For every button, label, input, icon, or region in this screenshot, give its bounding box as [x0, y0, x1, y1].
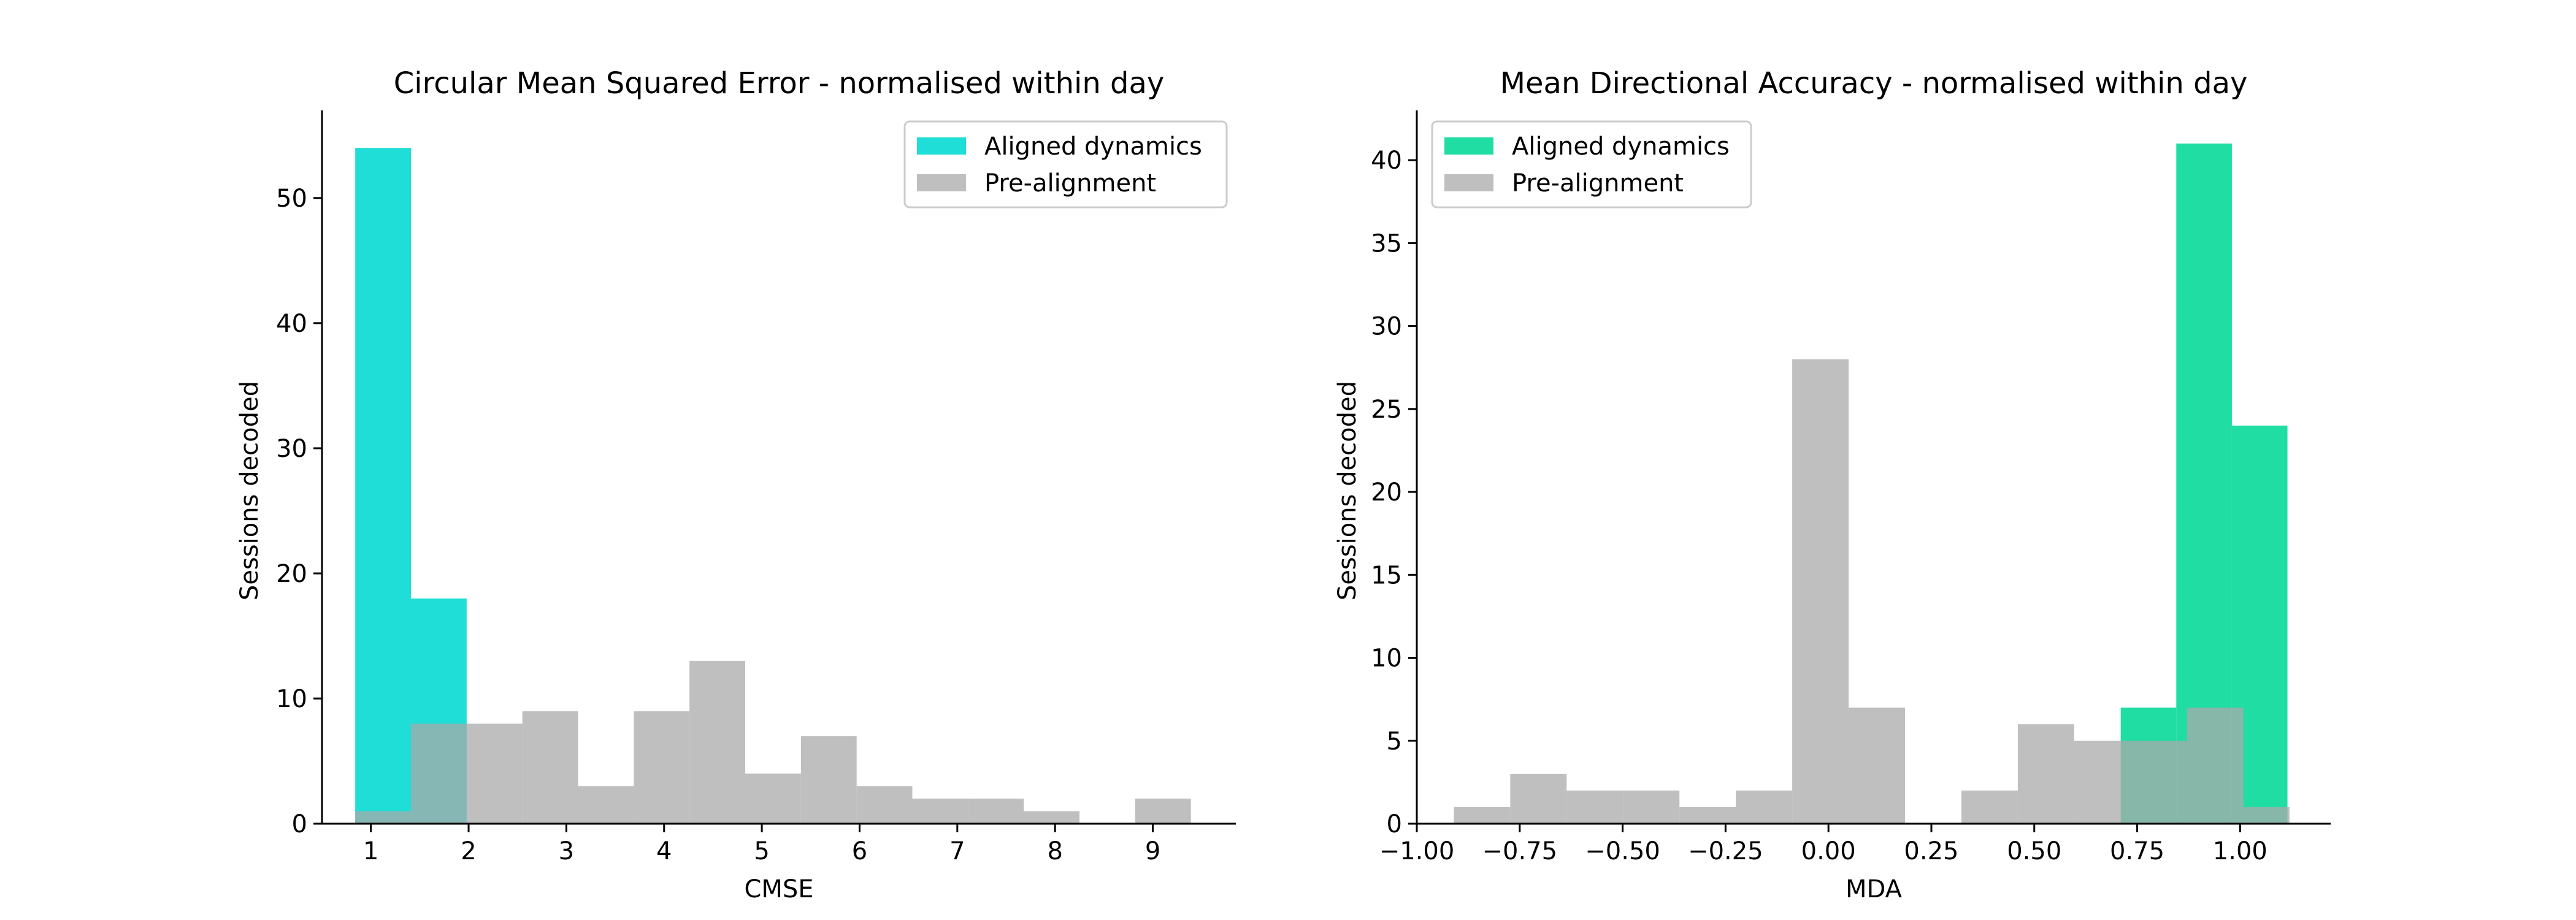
- histogram-bar: [2130, 740, 2187, 824]
- x-tick-label: 9: [1145, 837, 1160, 865]
- histogram-bar: [1135, 799, 1191, 824]
- y-tick-label: 20: [276, 560, 307, 588]
- legend-swatch: [1444, 137, 1493, 155]
- histogram-bar: [2074, 740, 2131, 824]
- y-tick-label: 20: [1371, 478, 1402, 507]
- x-tick-label: 6: [852, 837, 867, 865]
- y-tick-label: 30: [276, 435, 307, 463]
- x-tick-label: −0.75: [1482, 837, 1558, 865]
- legend-frame: [1431, 120, 1752, 209]
- histogram-bar: [578, 786, 634, 824]
- histogram-bar: [800, 736, 857, 824]
- x-tick-label: 0.00: [1801, 837, 1856, 865]
- histogram-bar: [1679, 807, 1736, 824]
- x-axis-label: CMSE: [744, 875, 813, 903]
- histogram-bar: [2017, 724, 2074, 824]
- x-tick-label: 0.50: [2007, 837, 2061, 865]
- chart-title: Circular Mean Squared Error - normalised…: [394, 66, 1165, 101]
- histogram-bar: [522, 711, 578, 824]
- histogram-bar: [355, 811, 412, 824]
- x-tick-label: 0.25: [1904, 837, 1958, 865]
- y-tick-label: 40: [1371, 147, 1402, 175]
- histogram-bar: [1961, 790, 2018, 824]
- histogram-bar: [968, 799, 1024, 824]
- histogram-bar: [2187, 707, 2244, 824]
- histogram-bar: [745, 773, 801, 824]
- y-axis-label: Sessions decoded: [1333, 381, 1362, 600]
- x-tick-label: 5: [754, 837, 769, 865]
- x-tick-label: −1.00: [1379, 837, 1455, 865]
- histogram-bar: [1849, 707, 1906, 824]
- histogram-bar: [1623, 790, 1680, 824]
- legend-label: Pre-alignment: [1512, 169, 1684, 197]
- legend: Aligned dynamics Pre-alignment: [903, 120, 1228, 209]
- histogram-bar: [1736, 790, 1793, 824]
- x-tick-label: 1: [363, 837, 378, 865]
- x-tick-label: 3: [559, 837, 574, 865]
- x-tick-label: 7: [949, 837, 965, 865]
- histogram-bar: [466, 723, 523, 824]
- legend-swatch: [1444, 174, 1493, 191]
- x-tick-label: 1.00: [2213, 837, 2267, 865]
- x-ticks: −1.00 −0.75 −0.50 −0.25 0.00 0.25 0.50 0.75 1.00: [1379, 824, 2267, 865]
- legend: Aligned dynamics Pre-alignment: [1431, 120, 1752, 209]
- y-tick-label: 50: [276, 185, 307, 213]
- histogram-bar: [2243, 807, 2290, 824]
- histogram-bar: [1792, 359, 1849, 824]
- y-tick-label: 5: [1387, 727, 1402, 756]
- histogram-bar: [912, 799, 968, 824]
- histogram-bar: [634, 711, 690, 824]
- histogram-bar: [1024, 811, 1080, 824]
- x-tick-label: 2: [461, 837, 476, 865]
- x-tick-label: −0.25: [1688, 837, 1763, 865]
- y-axis-label: Sessions decoded: [236, 381, 264, 600]
- histogram-bar: [355, 148, 412, 824]
- x-tick-label: 0.75: [2110, 837, 2164, 865]
- chart-title: Mean Directional Accuracy - normalised w…: [1500, 66, 2248, 101]
- legend-label: Aligned dynamics: [1512, 132, 1730, 161]
- histogram-bar: [1510, 773, 1567, 824]
- y-tick-label: 10: [1371, 645, 1402, 673]
- y-tick-label: 30: [1371, 313, 1402, 341]
- y-ticks: 0 10 20 30 40 50: [276, 185, 322, 838]
- bars-layer: [355, 148, 1191, 824]
- y-tick-label: 0: [292, 810, 307, 838]
- x-tick-label: 4: [656, 837, 672, 865]
- y-tick-label: 35: [1371, 229, 1402, 258]
- bars-layer: [1454, 144, 2290, 824]
- histogram-bar: [856, 786, 913, 824]
- cmse-histogram-panel: Circular Mean Squared Error - normalised…: [236, 66, 1236, 903]
- x-tick-label: −0.50: [1585, 837, 1660, 865]
- y-tick-label: 15: [1371, 561, 1402, 589]
- y-tick-label: 0: [1387, 810, 1402, 838]
- x-ticks: 1 2 3 4 5 6 7 8 9: [363, 824, 1160, 865]
- legend-swatch: [917, 174, 966, 191]
- mda-histogram-panel: Mean Directional Accuracy - normalised w…: [1333, 66, 2331, 903]
- x-tick-label: 8: [1047, 837, 1062, 865]
- y-tick-label: 25: [1371, 396, 1402, 424]
- legend-frame: [903, 120, 1228, 209]
- y-tick-label: 40: [276, 310, 307, 338]
- histogram-bar: [1454, 807, 1511, 824]
- histogram-bar: [689, 661, 746, 824]
- histogram-bar: [1566, 790, 1623, 824]
- legend-label: Pre-alignment: [984, 169, 1156, 197]
- y-ticks: 0 5 10 15 20 25 30 35 40: [1371, 147, 1417, 838]
- x-axis-label: MDA: [1846, 875, 1903, 903]
- histogram-bar: [411, 723, 467, 824]
- y-tick-label: 10: [276, 685, 307, 713]
- legend-swatch: [917, 137, 966, 155]
- legend-label: Aligned dynamics: [984, 132, 1202, 161]
